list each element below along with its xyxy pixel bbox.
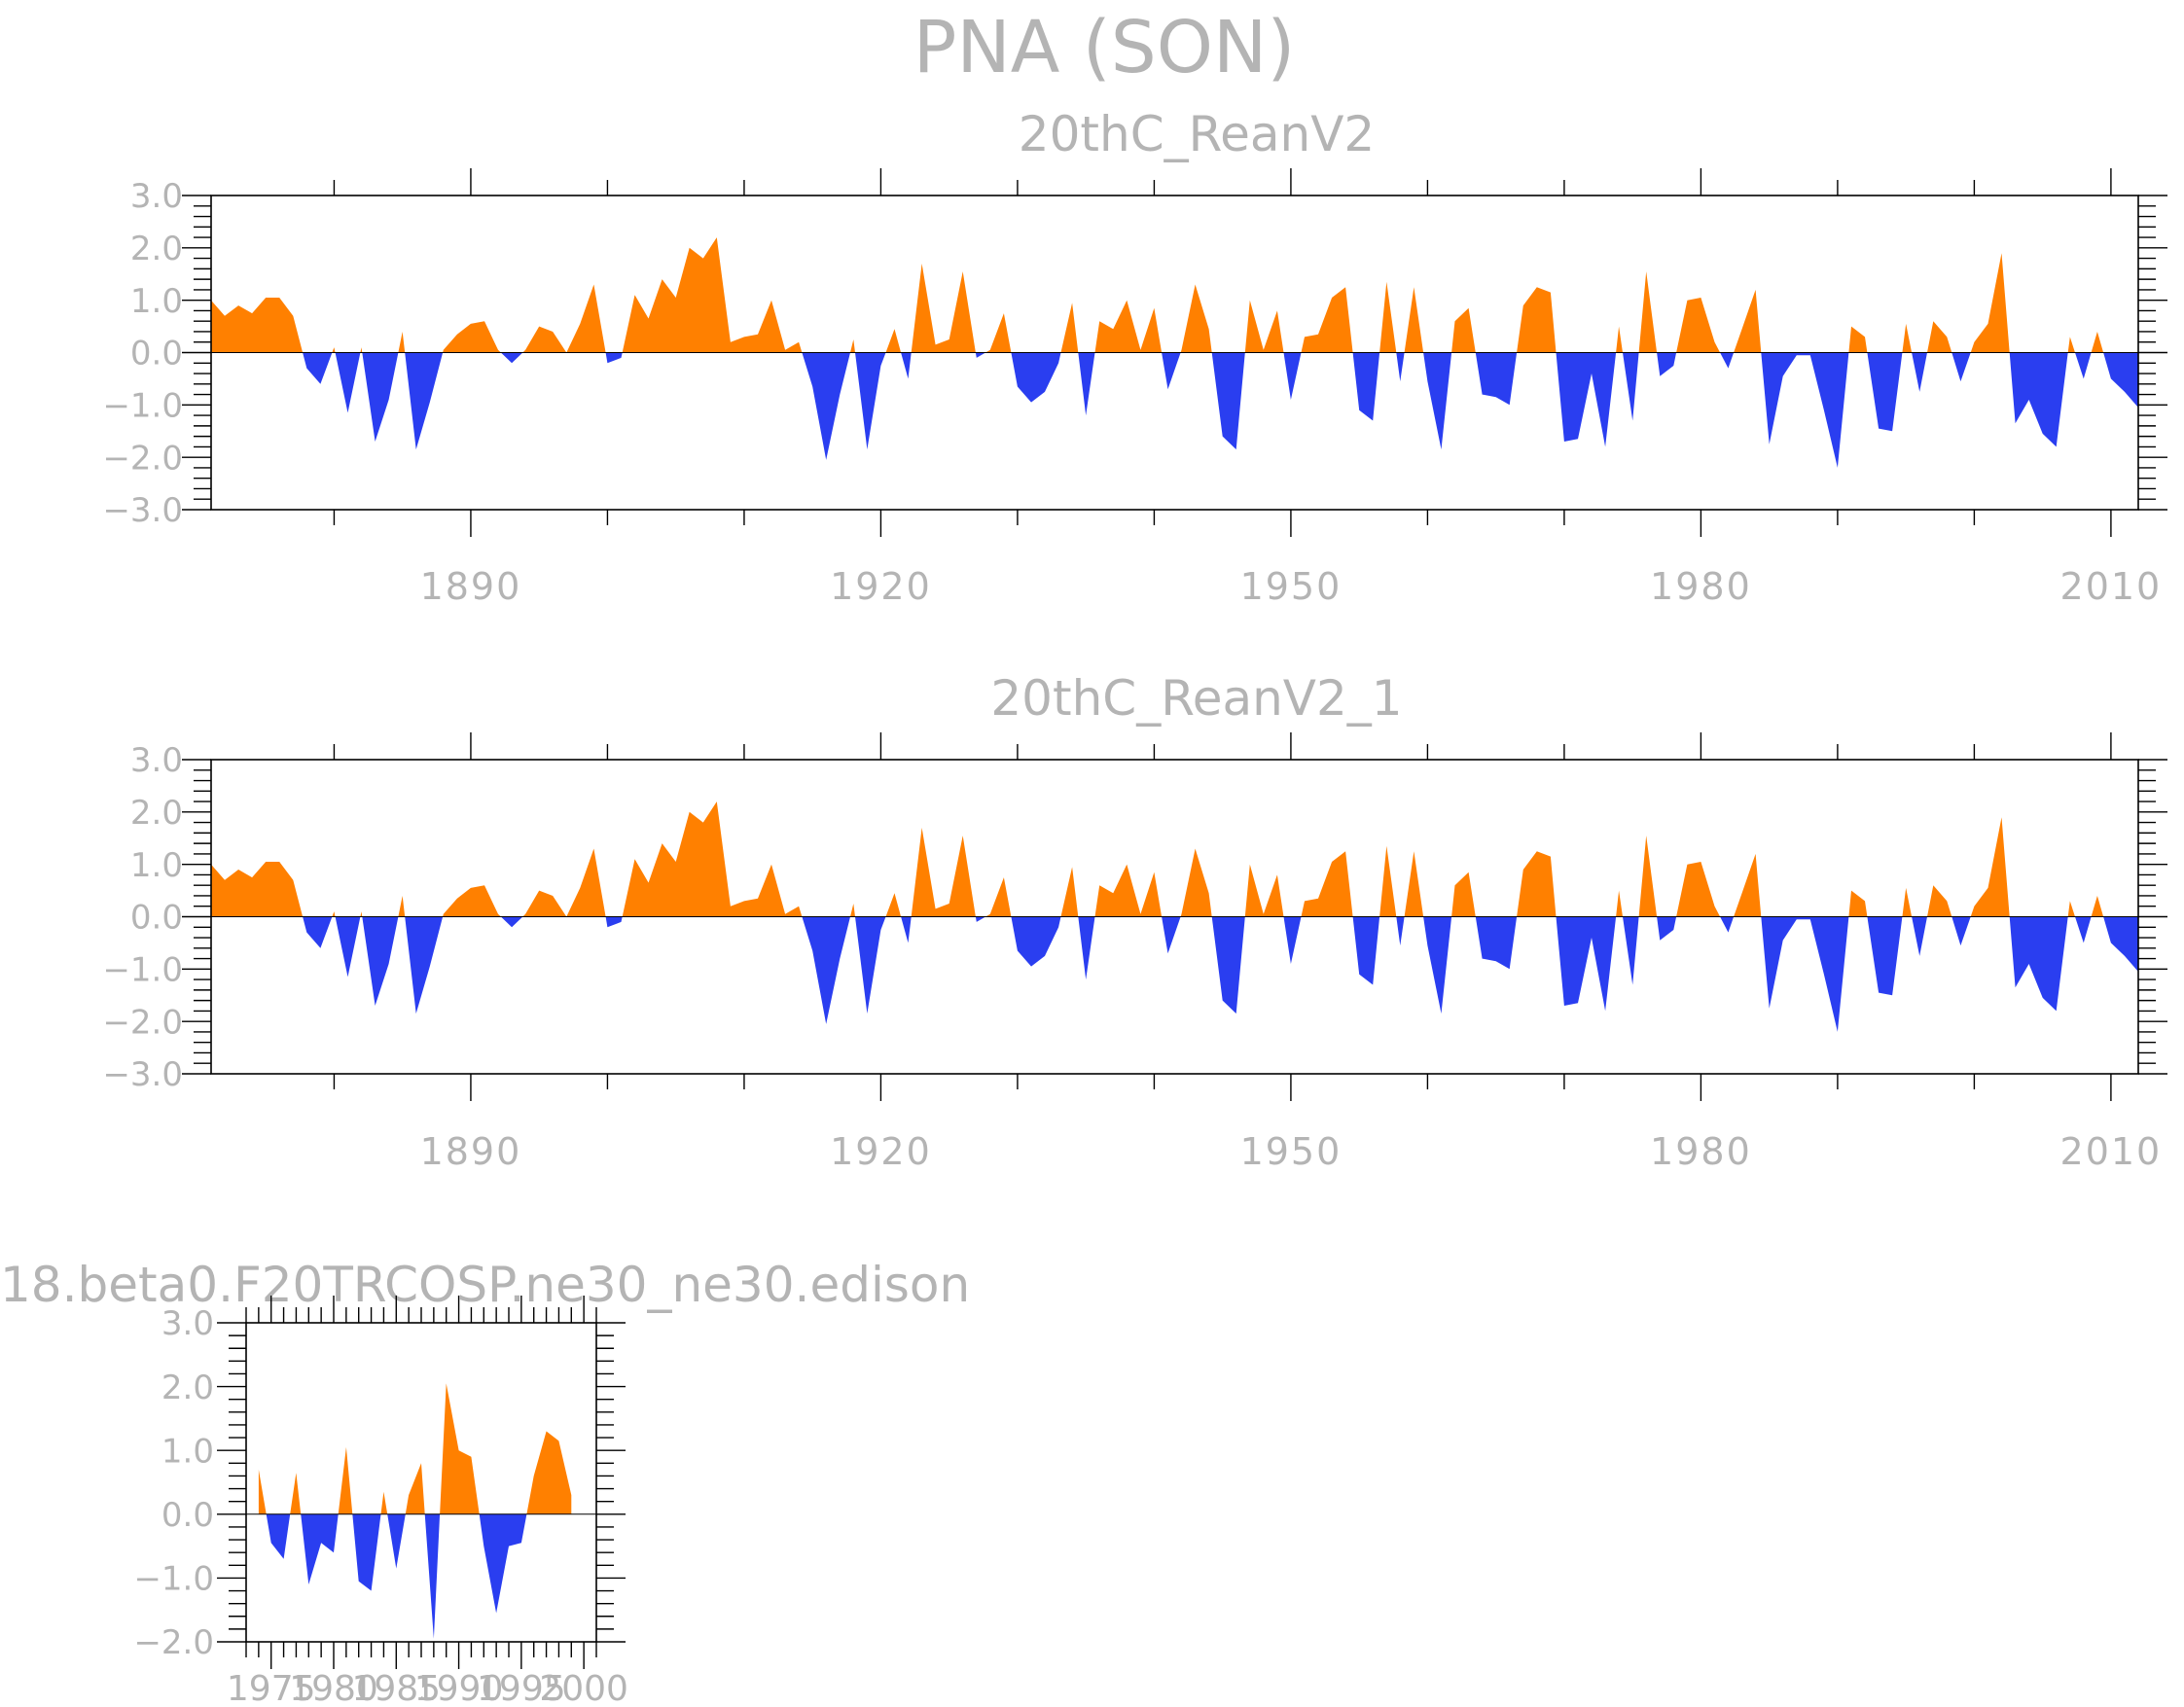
y-tick-label: 2.0	[161, 1369, 214, 1407]
y-tick-label: 0.0	[161, 1496, 214, 1535]
x-tick-label: 1920	[830, 565, 932, 608]
panel-title: 18.beta0.F20TRCOSP.ne30_ne30.edison	[0, 1257, 970, 1313]
y-tick-label: 1.0	[161, 1432, 214, 1471]
positive-area	[258, 1383, 572, 1514]
y-tick-label: 3.0	[130, 741, 183, 780]
y-tick-label: 0.0	[130, 899, 183, 938]
x-tick-label: 1980	[289, 1669, 378, 1707]
y-tick-label: −3.0	[102, 1055, 183, 1094]
negative-area	[258, 1513, 572, 1639]
y-tick-label: −2.0	[102, 1003, 183, 1042]
x-tick-label: 1950	[1240, 565, 1343, 608]
panel-title: 20thC_ReanV2	[1019, 106, 1375, 162]
panel-edison: 18.beta0.F20TRCOSP.ne30_ne30.edison 3.0 2…	[0, 1257, 970, 1707]
negative-area	[211, 916, 2138, 1032]
y-tick-label: −3.0	[102, 491, 183, 530]
x-tick-label: 1990	[414, 1669, 504, 1707]
x-tick-label: 2010	[2060, 1130, 2163, 1173]
y-tick-label: −2.0	[133, 1623, 214, 1662]
x-tick-label: 1950	[1240, 1130, 1343, 1173]
figure-title: PNA (SON)	[913, 6, 1295, 89]
y-tick-label: −1.0	[102, 387, 183, 426]
x-tick-label: 2010	[2060, 565, 2163, 608]
x-tick-label: 1920	[830, 1130, 932, 1173]
positive-area	[211, 237, 2138, 353]
panel-20thC-ReanV2: 20thC_ReanV2 3.0 2.0 1.0 0.0 −1.0 −2.0 −3.0 189…	[102, 106, 2167, 608]
x-tick-label: 1995	[477, 1669, 566, 1707]
y-tick-label: −1.0	[102, 951, 183, 990]
y-tick-label: 2.0	[130, 794, 183, 833]
x-tick-label: 2000	[539, 1669, 628, 1707]
y-tick-label: 0.0	[130, 335, 183, 373]
negative-area	[211, 352, 2138, 468]
x-tick-label: 1980	[1650, 1130, 1752, 1173]
y-tick-label: 1.0	[130, 282, 183, 321]
y-tick-label: 2.0	[130, 230, 183, 268]
x-tick-label: 1980	[1650, 565, 1752, 608]
x-tick-label: 1975	[227, 1669, 316, 1707]
x-tick-label: 1890	[420, 1130, 522, 1173]
y-tick-label: 3.0	[130, 177, 183, 216]
x-tick-label: 1985	[351, 1669, 441, 1707]
y-tick-label: −1.0	[133, 1560, 214, 1599]
panel-title: 20thC_ReanV2_1	[990, 670, 1402, 727]
y-tick-label: 1.0	[130, 846, 183, 885]
x-tick-label: 1890	[420, 565, 522, 608]
y-tick-label: 3.0	[161, 1304, 214, 1343]
y-tick-label: −2.0	[102, 439, 183, 478]
panel-20thC-ReanV2-1: 20thC_ReanV2_1 3.0 2.0 1.0 0.0 −1.0 −2.0 −3.0 1…	[102, 670, 2167, 1173]
positive-area	[211, 801, 2138, 917]
